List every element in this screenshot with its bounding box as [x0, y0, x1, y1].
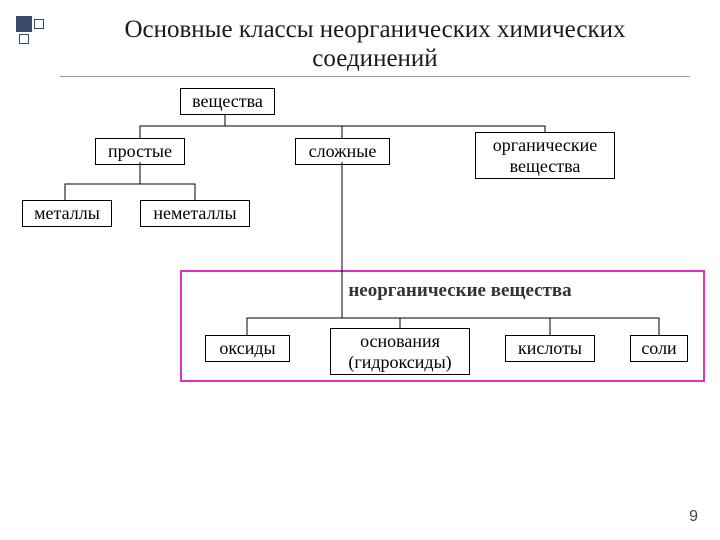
edge-simple-metals [65, 162, 140, 200]
node-metals: металлы [22, 200, 112, 227]
page-title: Основные классы неорганических химически… [60, 16, 690, 77]
node-simple: простые [95, 138, 185, 165]
corner-sq-0 [16, 16, 32, 32]
corner-sq-1 [34, 19, 44, 29]
edge-substances-simple [140, 114, 225, 138]
highlight-box [180, 270, 705, 382]
edge-simple-nonmetals [140, 162, 195, 200]
corner-sq-2 [19, 34, 29, 44]
edge-substances-organic [225, 114, 545, 132]
page-number: 9 [689, 508, 698, 526]
node-organic: органические вещества [475, 132, 615, 179]
node-substances: вещества [180, 88, 275, 115]
edge-substances-complex [225, 114, 342, 138]
node-complex: сложные [295, 138, 390, 165]
node-nonmetals: неметаллы [140, 200, 250, 227]
